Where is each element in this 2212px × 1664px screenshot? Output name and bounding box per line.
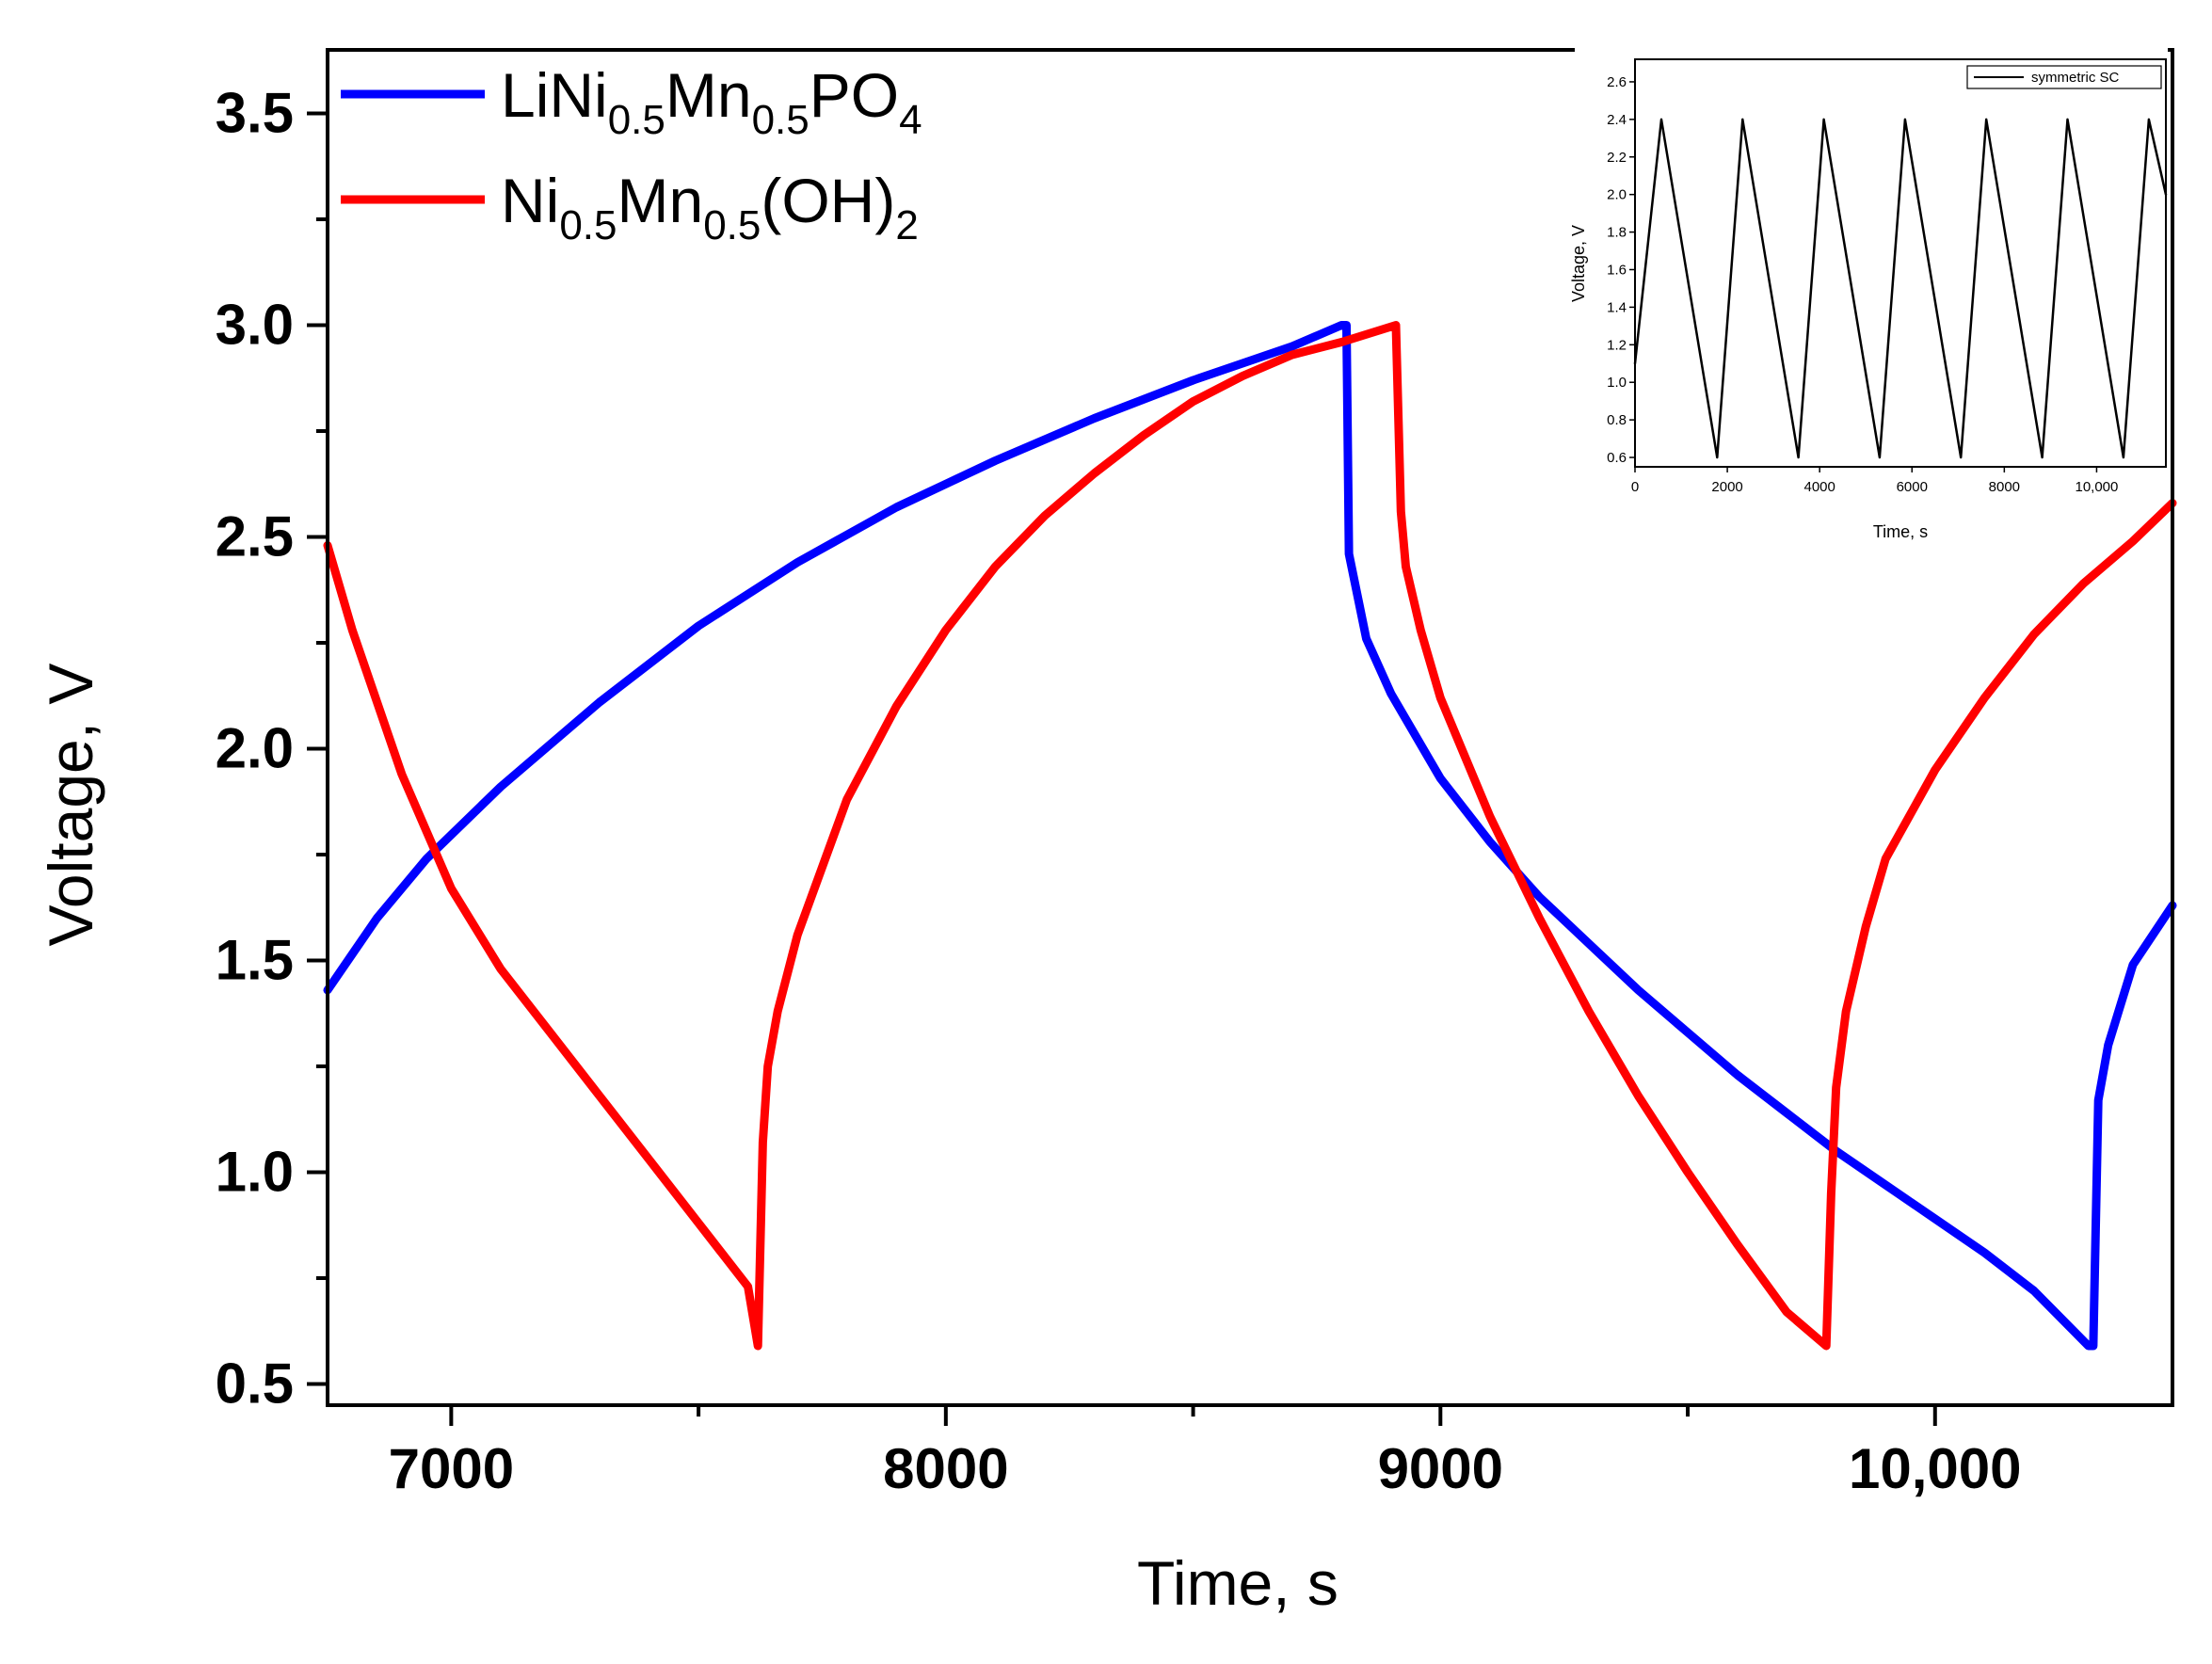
main-plot: 7000 8000 9000 10,0000.51.01.52.02.53.03.5 … [36, 48, 2177, 1618]
inset-x-tick-label: 10,000 [2075, 479, 2118, 495]
main-x-tick-label: 7000 [389, 1437, 514, 1500]
inset-legend-label: symmetric SC [2031, 70, 2120, 86]
legend-label-0: LiNi0.5Mn0.5PO4 [501, 60, 922, 143]
legend-label-part: 4 [899, 97, 922, 143]
y-axis-title: Voltage, V [36, 664, 105, 947]
inset-y-tick-label: 2.0 [1607, 187, 1627, 203]
main-x-tick-label: 10,000 [1849, 1437, 2022, 1500]
legend-label-part: PO [809, 60, 899, 130]
inset-y-tick-label: 2.4 [1607, 112, 1627, 128]
legend-label-part: LiNi [501, 60, 608, 130]
inset-x-tick-label: 4000 [1803, 479, 1835, 495]
legend-label-part: (OH) [761, 166, 895, 235]
main-series-lines [323, 321, 2177, 1351]
main-series-line-0 [323, 321, 2177, 1351]
inset-x-tick-label: 0 [1631, 479, 1639, 495]
inset-y-tick-label: 1.8 [1607, 225, 1627, 241]
legend-label-part: Mn [617, 166, 704, 235]
legend-label-1: Ni0.5Mn0.5(OH)2 [501, 166, 919, 248]
inset-background [1575, 43, 2168, 471]
inset-y-tick-label: 1.2 [1607, 337, 1627, 353]
main-series-line-1 [323, 321, 2177, 1351]
inset-y-tick-label: 1.4 [1607, 299, 1627, 315]
inset-y-tick-label: 1.6 [1607, 262, 1627, 278]
main-plot-frame [326, 48, 2174, 1407]
inset-series-lines [1633, 118, 2168, 459]
x-axis-title: Time, s [1137, 1548, 1338, 1618]
main-y-tick-label: 1.0 [216, 1141, 294, 1204]
legend-label-part: 2 [895, 202, 918, 248]
inset-axis-ticks: 0 2000 4000 6000 8000 10,000 0.6 0.8 1.0 1.2 1.4 1.… [1607, 74, 2118, 495]
main-y-tick-label: 0.5 [216, 1352, 294, 1416]
inset-y-tick-label: 0.8 [1607, 412, 1627, 428]
inset-plot-frame [1634, 58, 2167, 468]
legend-label-part: 0.5 [608, 97, 665, 143]
legend-label-part: Ni [501, 166, 559, 235]
inset-y-tick-label: 0.6 [1607, 450, 1627, 466]
main-y-tick-label: 1.5 [216, 929, 294, 992]
main-y-tick-label: 3.0 [216, 294, 294, 357]
inset-plot: 0 2000 4000 6000 8000 10,000 0.6 0.8 1.0 1.2 1.4 1.… [1569, 43, 2168, 541]
legend-label-part: 0.5 [703, 202, 761, 248]
main-y-tick-label: 2.0 [216, 717, 294, 780]
inset-y-axis-title: Voltage, V [1569, 225, 1588, 302]
inset-y-tick-label: 2.6 [1607, 74, 1627, 90]
inset-x-tick-label: 8000 [1989, 479, 2020, 495]
main-axis-ticks: 7000 8000 9000 10,000 0.5 1.0 1.5 2.0 2.5 3.0 3.5 [216, 82, 2022, 1501]
main-y-tick-label: 3.5 [216, 82, 294, 145]
legend-label-part: 0.5 [559, 202, 617, 248]
inset-y-tick-label: 1.0 [1607, 375, 1627, 391]
inset-y-tick-label: 2.2 [1607, 150, 1627, 166]
legend-label-part: 0.5 [752, 97, 809, 143]
main-x-tick-label: 9000 [1378, 1437, 1503, 1500]
inset-x-tick-label: 2000 [1711, 479, 1742, 495]
inset-x-axis-title: Time, s [1873, 522, 1928, 541]
inset-legend: symmetric SC [1966, 65, 2162, 89]
legend-label-part: Mn [665, 60, 752, 130]
inset-x-tick-label: 6000 [1897, 479, 1928, 495]
inset-series-line-0 [1633, 118, 2168, 459]
main-y-tick-label: 2.5 [216, 505, 294, 568]
main-x-tick-label: 8000 [883, 1437, 1008, 1500]
